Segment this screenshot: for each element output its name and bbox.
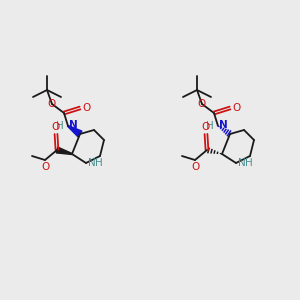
Text: O: O <box>232 103 240 113</box>
Text: H: H <box>95 158 103 168</box>
Text: O: O <box>51 122 59 132</box>
Text: N: N <box>238 158 246 168</box>
Text: N: N <box>69 120 78 130</box>
Text: N: N <box>219 120 228 130</box>
Text: H: H <box>245 158 253 168</box>
Text: N: N <box>88 158 96 168</box>
Text: O: O <box>191 162 199 172</box>
Text: O: O <box>47 99 55 109</box>
Text: H: H <box>206 121 214 131</box>
Text: O: O <box>41 162 49 172</box>
Polygon shape <box>68 126 82 137</box>
Text: H: H <box>56 121 64 131</box>
Text: O: O <box>201 122 209 132</box>
Text: O: O <box>82 103 90 113</box>
Text: O: O <box>197 99 205 109</box>
Polygon shape <box>56 147 72 154</box>
